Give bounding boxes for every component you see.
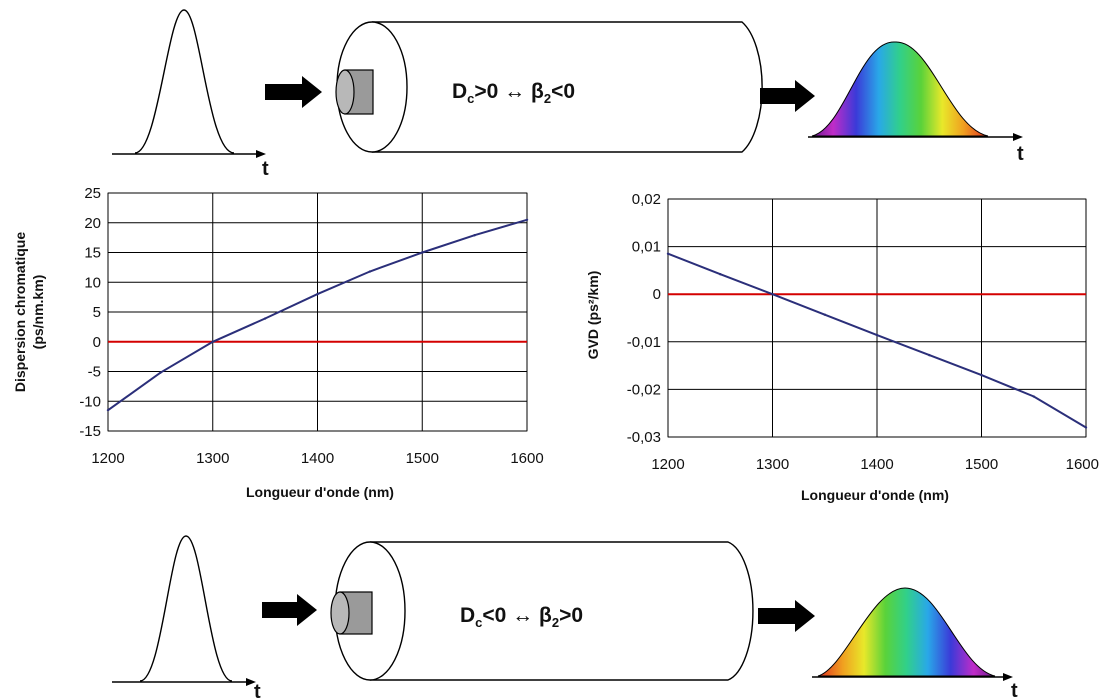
gvd-data-point xyxy=(875,333,879,337)
gvd-data-point xyxy=(771,293,774,296)
top-fiber: Dc>0 ↔ β2<0 xyxy=(335,21,763,153)
top-output-pulse: t xyxy=(808,41,1024,165)
top-diagram: t Dc>0 ↔ β2<0 t xyxy=(112,9,1024,180)
dispersion-data-point xyxy=(263,317,267,320)
gvd-data-point xyxy=(1084,426,1088,429)
dispersion-data-point xyxy=(159,371,162,374)
gvd-data-point xyxy=(823,313,826,316)
top-fiber-label: Dc>0 ↔ β2<0 xyxy=(452,80,575,106)
dispersion-data-point xyxy=(421,251,424,254)
dispersion-y-tick-label: -10 xyxy=(79,393,101,410)
gvd-x-tick-label: 1200 xyxy=(651,456,684,473)
dispersion-data-point xyxy=(106,408,110,412)
gvd-y-tick-label: -0,02 xyxy=(627,381,661,398)
dispersion-chart: 25 20 15 10 5 0 -5 -10 -15 1200 1300 1400 1500 1600 L… xyxy=(12,185,544,500)
bottom-output-time-label: t xyxy=(1011,680,1018,698)
gvd-data-point xyxy=(928,353,931,357)
dispersion-chart-ticks: 25 20 15 10 5 0 -5 -10 -15 1200 1300 1400 1500 1600 xyxy=(79,185,543,467)
dispersion-y-axis-label-line1: Dispersion chromatique xyxy=(12,232,28,392)
gvd-y-tick-label: 0,02 xyxy=(632,191,661,208)
gvd-y-tick-label: -0,01 xyxy=(627,334,661,351)
gvd-y-axis-label: GVD (ps²/km) xyxy=(585,271,601,360)
dispersion-data-point xyxy=(525,218,529,221)
gvd-x-tick-label: 1500 xyxy=(965,456,998,473)
bottom-arrow-out-icon xyxy=(758,600,815,632)
gvd-y-tick-label: -0,03 xyxy=(627,429,661,446)
dispersion-y-tick-label: 0 xyxy=(93,334,101,351)
dispersion-y-tick-label: -15 xyxy=(79,423,101,440)
top-output-time-label: t xyxy=(1017,143,1024,165)
bottom-input-time-label: t xyxy=(254,681,261,698)
gvd-data-point xyxy=(980,373,983,377)
dispersion-y-tick-label: 20 xyxy=(84,215,101,232)
gvd-x-axis-label: Longueur d'onde (nm) xyxy=(801,487,949,503)
gvd-chart-grid xyxy=(667,198,1087,438)
dispersion-x-tick-label: 1500 xyxy=(406,450,439,467)
dispersion-x-tick-label: 1200 xyxy=(91,450,124,467)
gvd-y-tick-label: 0 xyxy=(653,286,661,303)
top-input-pulse: t xyxy=(112,9,269,180)
dispersion-x-tick-label: 1300 xyxy=(196,450,229,467)
gvd-data-point xyxy=(1032,395,1035,398)
dispersion-y-axis-label-line2: (ps/nm.km) xyxy=(30,275,46,350)
dispersion-points xyxy=(106,218,529,412)
dispersion-data-point xyxy=(316,292,319,296)
gvd-x-tick-label: 1600 xyxy=(1066,456,1099,473)
top-arrow-out-icon xyxy=(760,80,815,112)
gvd-y-tick-label: 0,01 xyxy=(632,239,661,256)
gvd-points xyxy=(666,252,1088,429)
gvd-chart: 0,02 0,01 0 -0,01 -0,02 -0,03 1200 1300 1400 1500… xyxy=(585,191,1099,503)
gvd-chart-ticks: 0,02 0,01 0 -0,01 -0,02 -0,03 1200 1300 1400 1500… xyxy=(627,191,1099,473)
top-input-time-label: t xyxy=(262,158,269,180)
dispersion-y-tick-label: 15 xyxy=(84,245,101,262)
gvd-x-tick-label: 1400 xyxy=(860,456,893,473)
dispersion-y-tick-label: -5 xyxy=(88,364,101,381)
bottom-fiber: Dc<0 ↔ β2>0 xyxy=(330,541,754,681)
dispersion-data-point xyxy=(211,340,214,343)
bottom-diagram: t Dc<0 ↔ β2>0 t xyxy=(112,535,1018,698)
dispersion-x-tick-label: 1600 xyxy=(510,450,543,467)
gvd-data-point xyxy=(719,273,722,276)
gvd-x-tick-label: 1300 xyxy=(756,456,789,473)
top-arrow-in-icon xyxy=(265,76,322,108)
dispersion-data-point xyxy=(368,270,372,273)
dispersion-y-tick-label: 5 xyxy=(93,304,101,321)
bottom-output-pulse: t xyxy=(812,587,1018,698)
dispersion-x-axis-label: Longueur d'onde (nm) xyxy=(246,484,394,500)
dispersion-chart-grid xyxy=(107,192,528,432)
dispersion-y-tick-label: 10 xyxy=(84,274,101,291)
bottom-fiber-label: Dc<0 ↔ β2>0 xyxy=(460,604,583,630)
dispersion-y-tick-label: 25 xyxy=(84,185,101,202)
dispersion-data-point xyxy=(473,234,476,237)
dispersion-x-tick-label: 1400 xyxy=(301,450,334,467)
gvd-data-point xyxy=(666,252,670,255)
bottom-arrow-in-icon xyxy=(262,594,317,626)
bottom-input-pulse: t xyxy=(112,535,261,698)
